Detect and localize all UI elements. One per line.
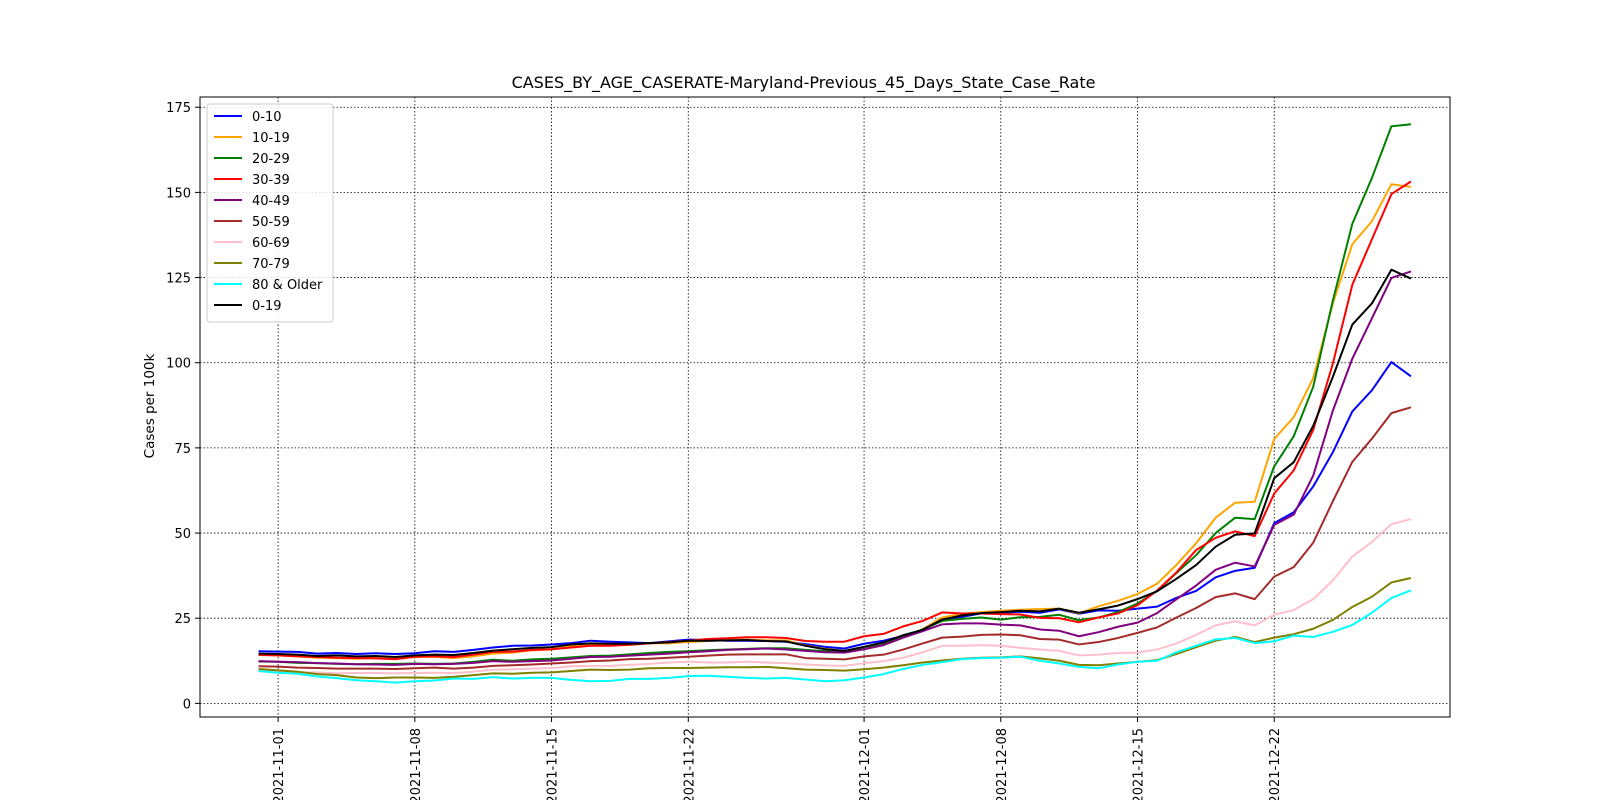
plot-area-frame bbox=[199, 96, 1451, 718]
series-lines bbox=[258, 123, 1412, 684]
series-line-7 bbox=[258, 518, 1412, 675]
x-tick-label: 2021-11-01 bbox=[272, 728, 287, 800]
x-tick-label: 2021-11-22 bbox=[682, 728, 697, 800]
y-tick-label: 100 bbox=[166, 357, 191, 372]
series-line-3 bbox=[258, 123, 1412, 666]
y-tick-label: 25 bbox=[174, 612, 191, 627]
y-tick-label: 75 bbox=[174, 442, 191, 457]
y-axis-label: Cases per 100k bbox=[142, 353, 158, 458]
legend-label: 50-59 bbox=[252, 215, 290, 230]
legend-label: 70-79 bbox=[252, 257, 290, 272]
series-line-4 bbox=[258, 180, 1412, 661]
legend-label: 40-49 bbox=[252, 194, 290, 209]
y-tick-label: 125 bbox=[166, 272, 191, 287]
series-line-2 bbox=[258, 183, 1412, 661]
y-tick-label: 175 bbox=[166, 101, 191, 116]
x-tick-label: 2021-12-01 bbox=[858, 728, 873, 800]
y-tick-label: 150 bbox=[166, 186, 191, 201]
chart-title: CASES_BY_AGE_CASERATE-Maryland-Previous_… bbox=[512, 73, 1096, 93]
axis-ticks: 2021-11-01 2021-11-08 2021-11-15 2021-11-22… bbox=[166, 101, 1283, 803]
legend-label: 30-39 bbox=[252, 173, 290, 188]
x-tick-label: 2021-11-08 bbox=[409, 728, 424, 800]
series-line-1 bbox=[258, 361, 1412, 655]
y-tick-label: 50 bbox=[174, 527, 191, 542]
x-tick-label: 2021-12-15 bbox=[1132, 728, 1147, 800]
x-tick-label: 2021-11-15 bbox=[546, 728, 561, 800]
legend-label: 80 & Older bbox=[252, 278, 323, 293]
series-line-9 bbox=[258, 589, 1412, 684]
legend-label: 10-19 bbox=[252, 131, 290, 146]
x-tick-label: 2021-12-08 bbox=[995, 728, 1010, 800]
series-line-5 bbox=[258, 270, 1412, 666]
y-tick-label: 0 bbox=[183, 697, 191, 712]
legend-label: 60-69 bbox=[252, 236, 290, 251]
legend: 0-10 10-19 20-29 30-39 40-49 50-59 60-69 70-79 8… bbox=[206, 103, 334, 323]
series-line-6 bbox=[258, 406, 1412, 670]
legend-label: 20-29 bbox=[252, 152, 290, 167]
x-tick-label: 2021-12-22 bbox=[1268, 728, 1283, 800]
series-line-10 bbox=[258, 268, 1412, 659]
legend-label: 0-19 bbox=[252, 299, 282, 314]
legend-label: 0-10 bbox=[252, 110, 282, 125]
gridlines bbox=[200, 97, 1450, 717]
